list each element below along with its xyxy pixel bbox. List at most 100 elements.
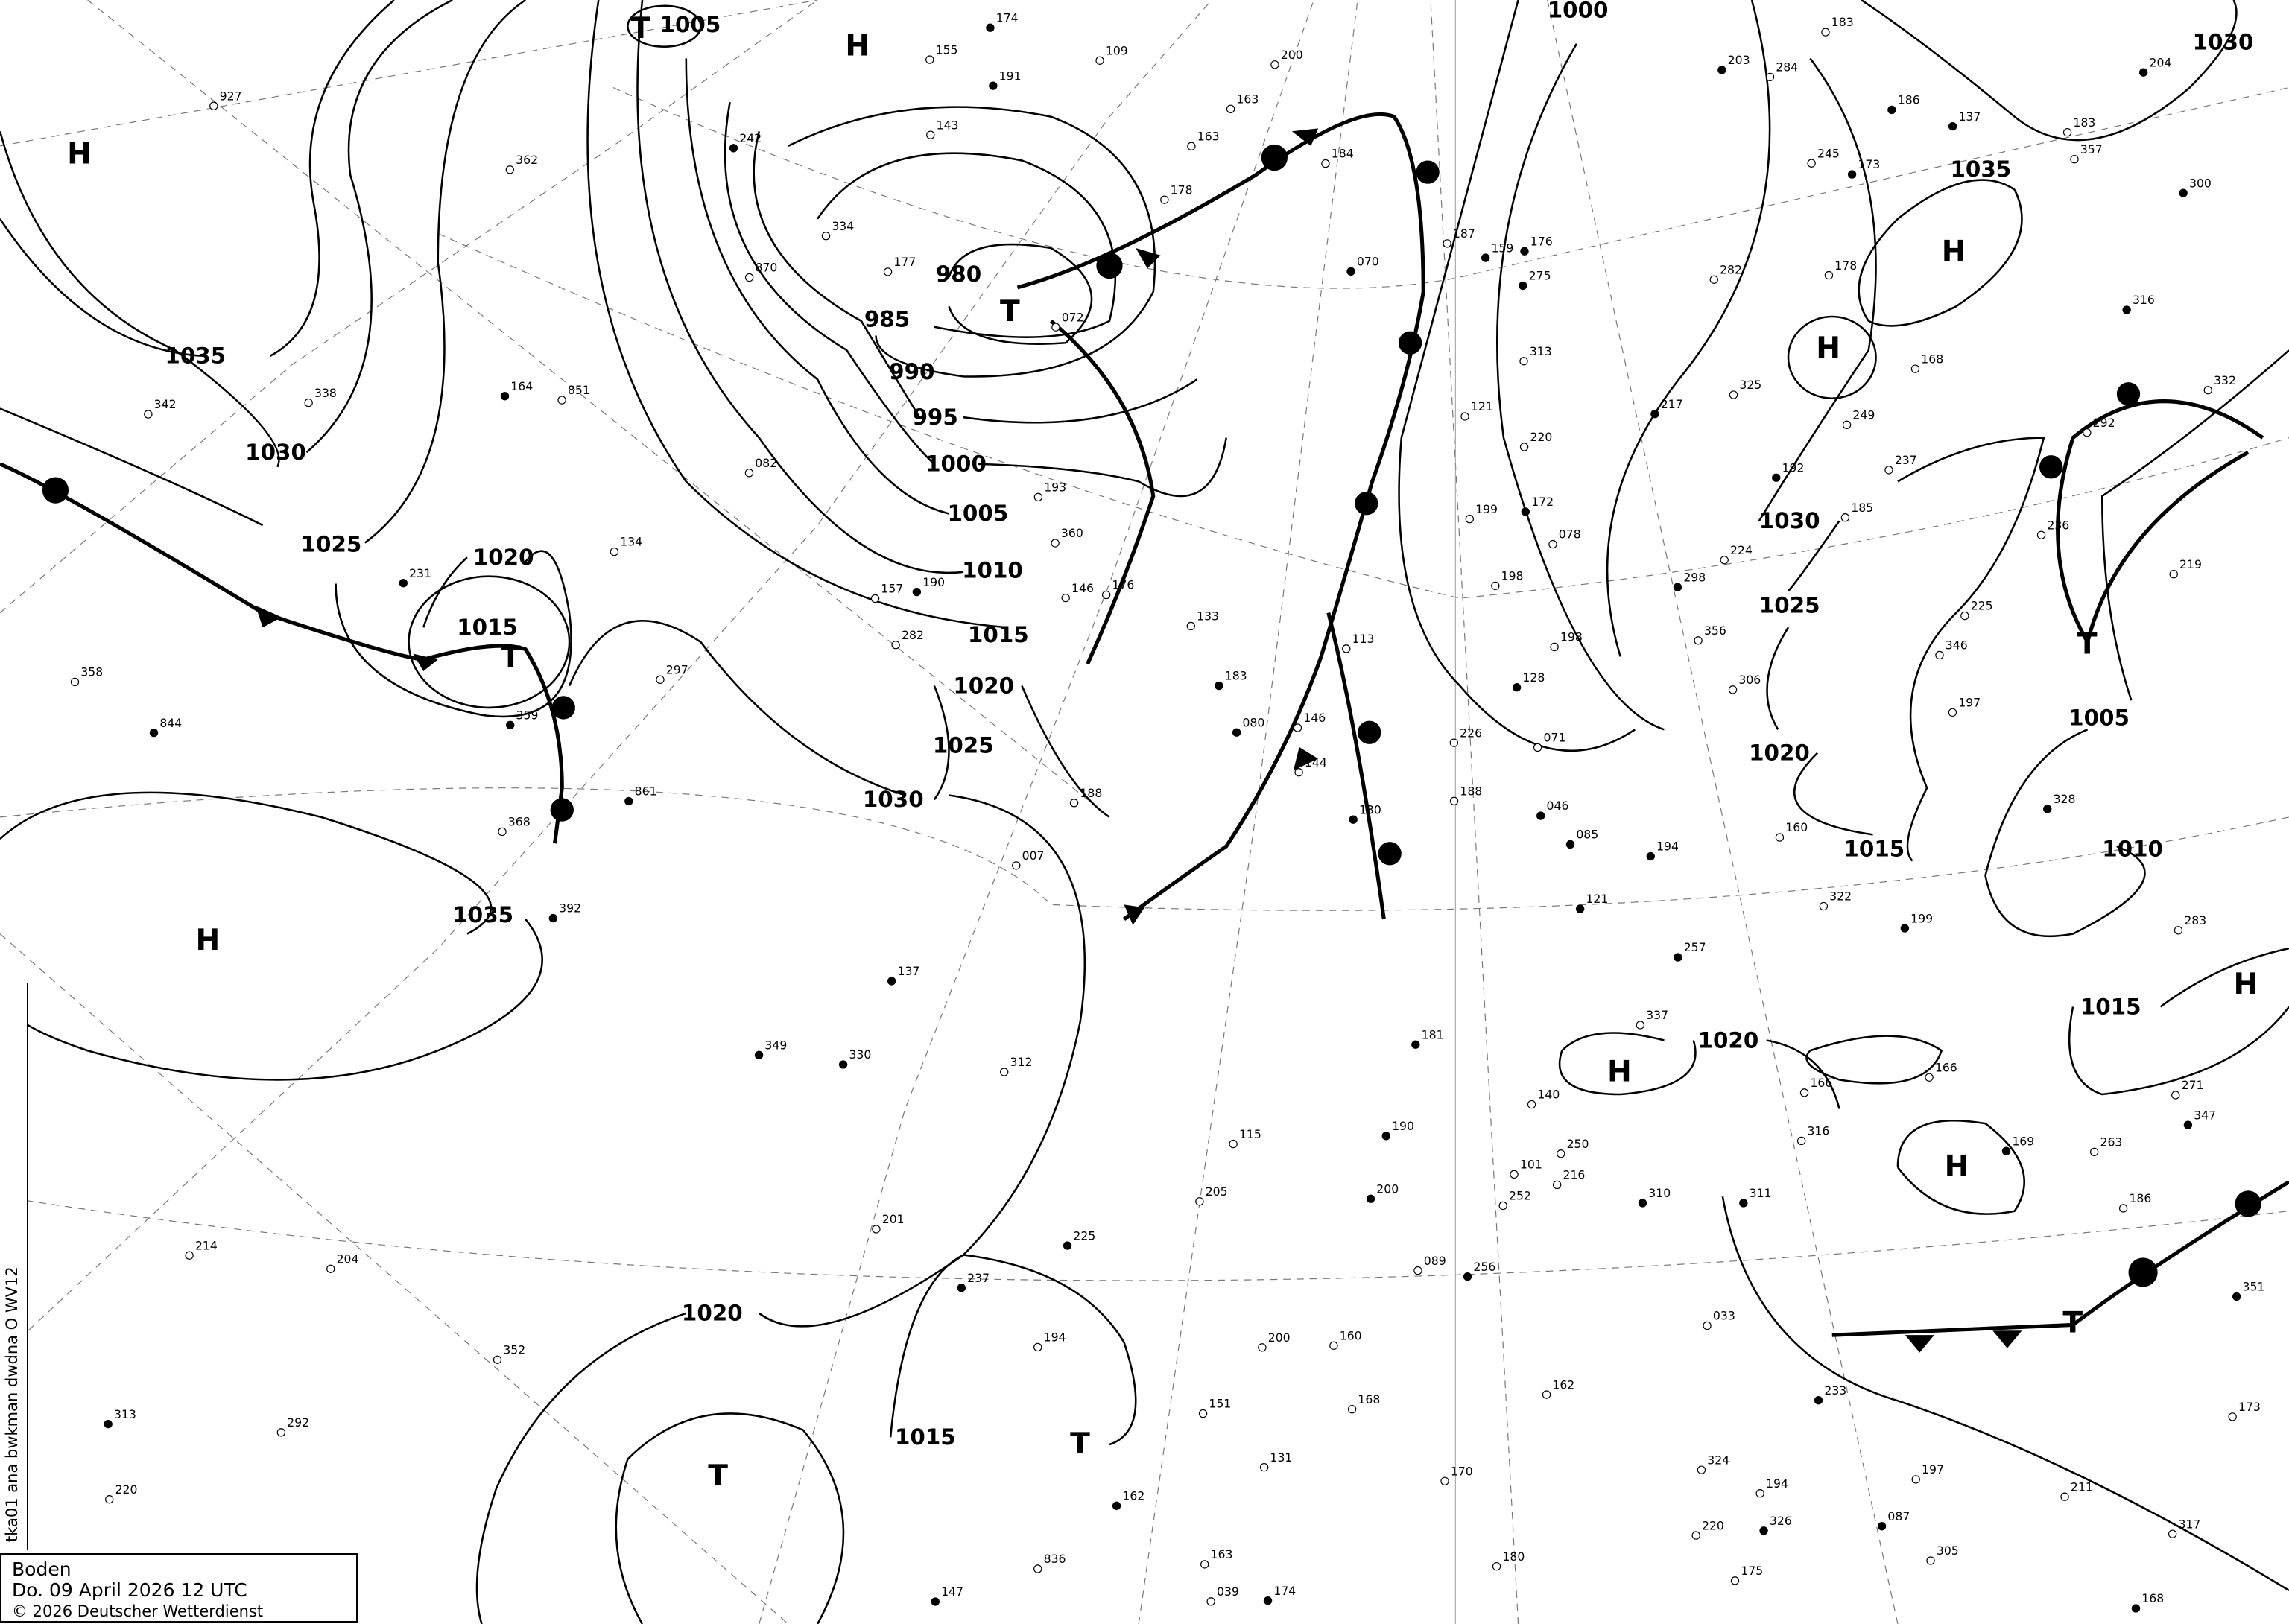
station-cloud-cover-icon: [870, 594, 880, 603]
station-pressure: 168: [2141, 1591, 2164, 1605]
station-cloud-cover-icon: [2169, 570, 2178, 579]
isobar-label: 1015: [895, 1424, 956, 1450]
station-cloud-cover-icon: [2171, 1091, 2180, 1100]
station-pressure: 231: [409, 566, 431, 580]
station-cloud-cover-icon: [1061, 593, 1070, 603]
low-center: T: [708, 1459, 728, 1493]
station-pressure: 173: [2238, 1400, 2261, 1414]
station-cloud-cover-icon: [1460, 412, 1469, 421]
station-pressure: 087: [1887, 1509, 1910, 1523]
station-pressure: 870: [755, 261, 777, 275]
station-cloud-cover-icon: [1510, 1170, 1519, 1179]
station-pressure: 310: [1648, 1186, 1671, 1200]
station-cloud-cover-icon: [276, 1428, 286, 1437]
station-cloud-cover-icon: [2001, 1146, 2011, 1155]
station-cloud-cover-icon: [1824, 270, 1834, 280]
station-pressure: 170: [1451, 1464, 1473, 1478]
low-center: T: [2077, 627, 2098, 661]
station-pressure: 176: [1530, 234, 1553, 248]
station-pressure: 183: [1831, 15, 1854, 29]
station-cloud-cover-icon: [2228, 1412, 2237, 1421]
station-pressure: 121: [1586, 892, 1608, 906]
station-cloud-cover-icon: [1821, 28, 1830, 37]
valid-time: Do. 09 April 2026 12 UTC: [12, 1579, 247, 1601]
station-pressure: 082: [755, 456, 777, 470]
station-pressure: 284: [1776, 60, 1798, 74]
station-cloud-cover-icon: [744, 469, 754, 478]
isobar-label: 1030: [863, 787, 924, 812]
station-pressure: 130: [1359, 802, 1381, 816]
station-cloud-cover-icon: [1000, 1068, 1009, 1076]
station-pressure: 263: [2100, 1135, 2122, 1149]
station-cloud-cover-icon: [872, 1225, 881, 1234]
station-cloud-cover-icon: [209, 101, 218, 110]
station-cloud-cover-icon: [1329, 1341, 1338, 1350]
station-cloud-cover-icon: [1796, 1136, 1806, 1146]
station-cloud-cover-icon: [1033, 1564, 1042, 1573]
station-cloud-cover-icon: [1498, 1201, 1507, 1211]
isobar-label: 1010: [2102, 837, 2163, 862]
station-cloud-cover-icon: [1900, 924, 1910, 933]
station-pressure: 342: [154, 397, 177, 411]
station-cloud-cover-icon: [2138, 68, 2148, 77]
station-pressure: 300: [2189, 176, 2212, 190]
station-pressure: 392: [559, 901, 581, 916]
station-cloud-cover-icon: [1536, 811, 1545, 820]
station-cloud-cover-icon: [912, 587, 922, 597]
trough-line: [1049, 319, 1156, 665]
station-cloud-cover-icon: [1413, 1266, 1422, 1275]
isobar-label: 1025: [933, 733, 994, 758]
station-cloud-cover-icon: [2043, 805, 2052, 813]
high-center: H: [1942, 235, 1966, 269]
station-cloud-cover-icon: [1694, 636, 1703, 645]
station-pressure: 187: [1453, 226, 1475, 241]
station-cloud-cover-icon: [1911, 1475, 1920, 1484]
station-cloud-cover-icon: [149, 728, 159, 738]
station-pressure: 211: [2071, 1479, 2093, 1494]
station-cloud-cover-icon: [989, 81, 998, 90]
station-cloud-cover-icon: [1847, 170, 1857, 179]
station-pressure: 216: [1563, 1168, 1586, 1182]
station-cloud-cover-icon: [1366, 1194, 1375, 1203]
station-cloud-cover-icon: [493, 1355, 502, 1364]
isobar-label: 1015: [457, 615, 518, 640]
station-pressure: 220: [1702, 1518, 1724, 1532]
station-pressure: 101: [1520, 1158, 1542, 1172]
station-pressure: 160: [1340, 1328, 1362, 1342]
station-pressure: 359: [516, 708, 539, 722]
station-cloud-cover-icon: [105, 1495, 114, 1504]
station-cloud-cover-icon: [506, 720, 515, 729]
station-pressure: 113: [1352, 632, 1375, 646]
station-cloud-cover-icon: [986, 23, 995, 32]
station-pressure: 351: [2243, 1280, 2265, 1294]
station-pressure: 169: [2012, 1134, 2034, 1148]
station-pressure: 927: [220, 89, 242, 103]
low-center: T: [630, 12, 650, 45]
station-pressure: 328: [2054, 792, 2076, 806]
station-pressure: 164: [510, 379, 533, 393]
station-pressure: 204: [2150, 55, 2172, 69]
station-pressure: 861: [635, 784, 657, 799]
station-pressure: 346: [1946, 638, 1968, 653]
station-cloud-cover-icon: [1347, 1405, 1357, 1414]
station-cloud-cover-icon: [2083, 428, 2092, 437]
station-cloud-cover-icon: [1270, 60, 1279, 69]
station-pressure: 039: [1217, 1585, 1239, 1599]
station-pressure: 282: [902, 628, 924, 642]
station-pressure: 237: [1895, 453, 1917, 467]
region-label: Boden: [12, 1558, 72, 1580]
station-pressure: 166: [1935, 1060, 1957, 1074]
station-pressure: 180: [1502, 1550, 1525, 1564]
station-pressure: 176: [1112, 578, 1135, 592]
station-pressure: 183: [2073, 115, 2095, 130]
station-cloud-cover-icon: [1730, 1576, 1740, 1585]
station-cloud-cover-icon: [1012, 861, 1021, 870]
station-pressure: 203: [1728, 53, 1750, 67]
station-cloud-cover-icon: [1349, 815, 1358, 824]
station-pressure: 133: [1197, 609, 1219, 624]
station-pressure: 192: [1782, 460, 1805, 475]
station-cloud-cover-icon: [1728, 685, 1738, 694]
station-cloud-cover-icon: [1910, 364, 1920, 373]
